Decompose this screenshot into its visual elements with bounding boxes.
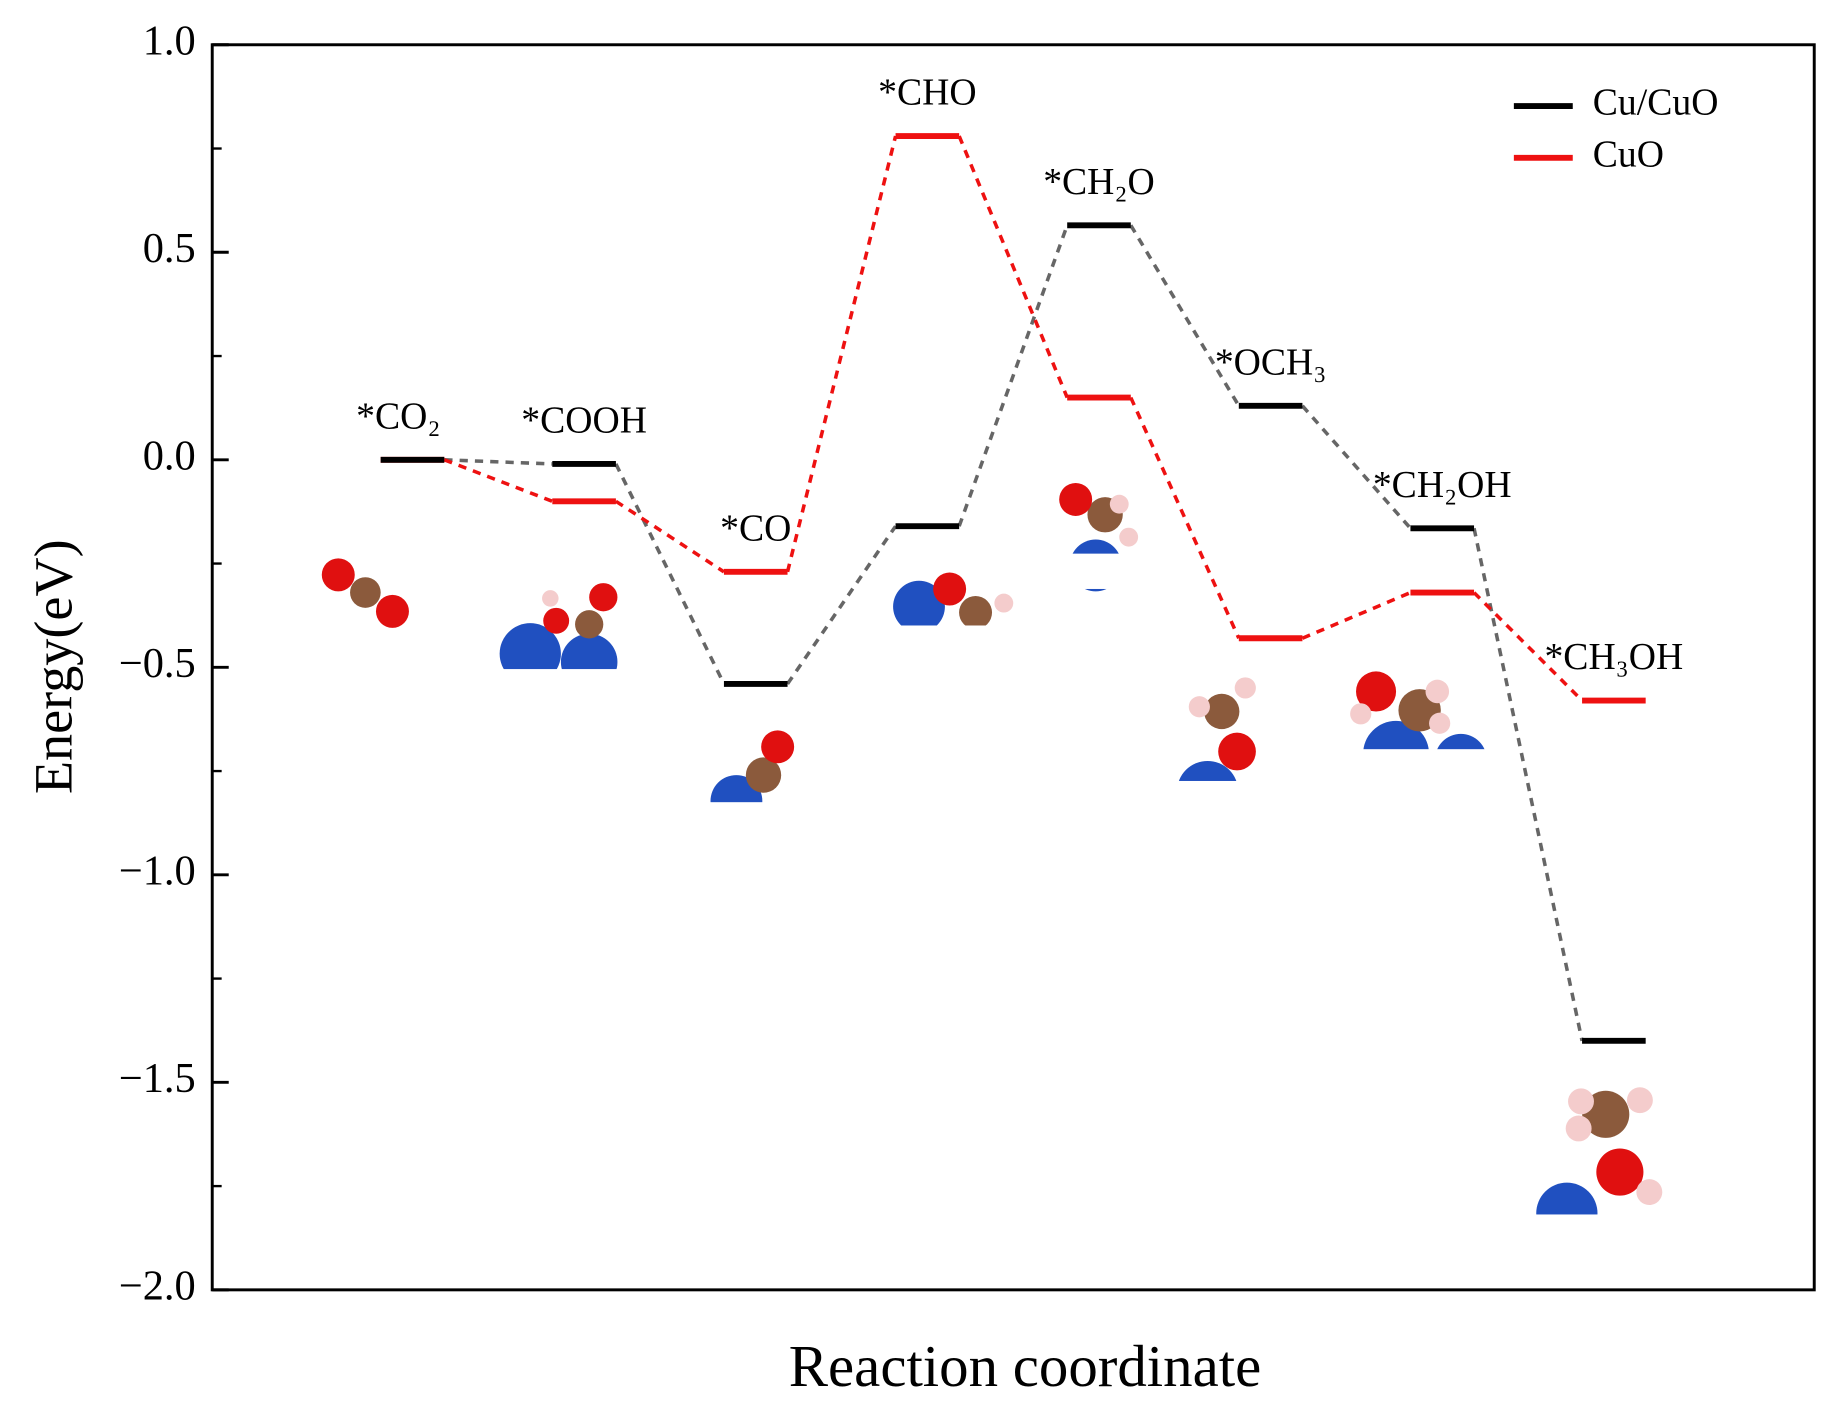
legend-label: Cu/CuO — [1593, 82, 1719, 124]
legend-label: CuO — [1593, 134, 1664, 176]
connector — [1129, 396, 1241, 639]
connector — [444, 458, 553, 466]
connector — [1472, 527, 1584, 1042]
step-label: *CHO — [878, 72, 976, 114]
connector — [614, 463, 726, 685]
x-axis-label: Reaction coordinate — [789, 1334, 1261, 1399]
step-label: *COOH — [521, 400, 647, 442]
molecule-decorations — [321, 482, 1697, 1250]
step-label: *CH₂O — [1043, 161, 1155, 203]
y-tick-label: −0.5 — [119, 640, 196, 687]
y-tick-label: −2.0 — [119, 1263, 196, 1310]
step-label: *CH₂OH — [1373, 464, 1512, 506]
connector — [785, 135, 898, 573]
y-tick-label: 0.0 — [143, 433, 196, 480]
connector — [443, 458, 553, 503]
y-tick-label: −1.5 — [119, 1055, 196, 1102]
connector — [1301, 404, 1412, 530]
y-axis-label: Energy(eV) — [24, 539, 84, 794]
step-label: *OCH₃ — [1215, 341, 1327, 383]
step-label: *CO — [720, 507, 791, 549]
y-tick-label: −1.0 — [119, 848, 196, 895]
step-label: *CH₃OH — [1544, 636, 1683, 678]
connector — [957, 135, 1069, 399]
y-tick-label: 0.5 — [143, 225, 196, 272]
connector — [614, 499, 725, 574]
connector — [957, 224, 1069, 527]
connector — [786, 525, 898, 685]
connector — [1129, 224, 1241, 407]
connector — [1472, 591, 1584, 702]
step-label: *CO₂ — [356, 395, 440, 437]
connector — [1301, 590, 1412, 640]
y-tick-label: 1.0 — [143, 17, 196, 64]
